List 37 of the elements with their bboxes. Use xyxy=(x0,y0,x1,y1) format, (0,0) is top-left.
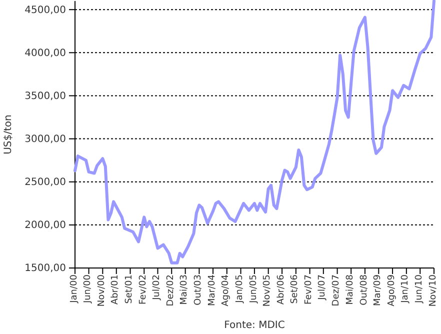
x-tick-label: Mar/04 xyxy=(207,274,218,306)
x-tick-label: Ago/09 xyxy=(386,274,397,306)
x-tick-label: Jul/02 xyxy=(152,274,162,301)
x-tick-label: Set/01 xyxy=(124,274,135,304)
x-tick-label: Abr/01 xyxy=(110,274,121,305)
y-tick-label: 1500,00 xyxy=(24,263,66,274)
x-tick-label: Ago/04 xyxy=(221,274,232,306)
x-tick-label: Nov/05 xyxy=(262,274,273,307)
x-tick-label: Out/03 xyxy=(194,274,204,306)
x-tick-label: Fev/02 xyxy=(138,274,148,305)
x-tick-label: Jan/05 xyxy=(235,274,246,304)
x-tick-label: Dez/07 xyxy=(332,274,342,306)
x-tick-label: Abr/06 xyxy=(276,274,286,305)
x-tick-label: Nov/00 xyxy=(96,274,107,307)
y-axis-title: US$/ton xyxy=(3,114,14,154)
y-tick-label: 2000,00 xyxy=(24,220,66,232)
line-series xyxy=(74,0,436,264)
x-tick-label: Jan/10 xyxy=(400,274,411,304)
x-tick-label: Set/06 xyxy=(290,274,300,304)
x-tick-label: Jun/00 xyxy=(83,274,94,304)
x-tick-label: Dez/02 xyxy=(166,274,176,306)
y-tick-label: 3000,00 xyxy=(24,134,66,146)
source-note: Fonte: MDIC xyxy=(224,320,285,331)
x-tick-label: Jul/07 xyxy=(318,274,328,301)
x-tick-label: Jun/05 xyxy=(248,274,259,304)
x-tick-label: Mai/03 xyxy=(180,274,190,305)
x-tick-label: Mar/09 xyxy=(372,274,383,306)
x-tick-label: Jan/00 xyxy=(69,274,80,304)
y-tick-label: 3500,00 xyxy=(24,90,66,102)
x-tick-label: Jun/10 xyxy=(414,274,424,304)
x-tick-label: Fev/07 xyxy=(304,274,314,305)
y-tick-label: 4000,00 xyxy=(24,48,66,59)
x-tick-label: Out/08 xyxy=(359,274,370,306)
x-tick-label: Mai/08 xyxy=(345,274,356,305)
x-tick-label: Nov/10 xyxy=(428,274,438,307)
y-tick-label: 2500,00 xyxy=(24,177,66,188)
y-tick-label: 4500,00 xyxy=(24,4,66,16)
